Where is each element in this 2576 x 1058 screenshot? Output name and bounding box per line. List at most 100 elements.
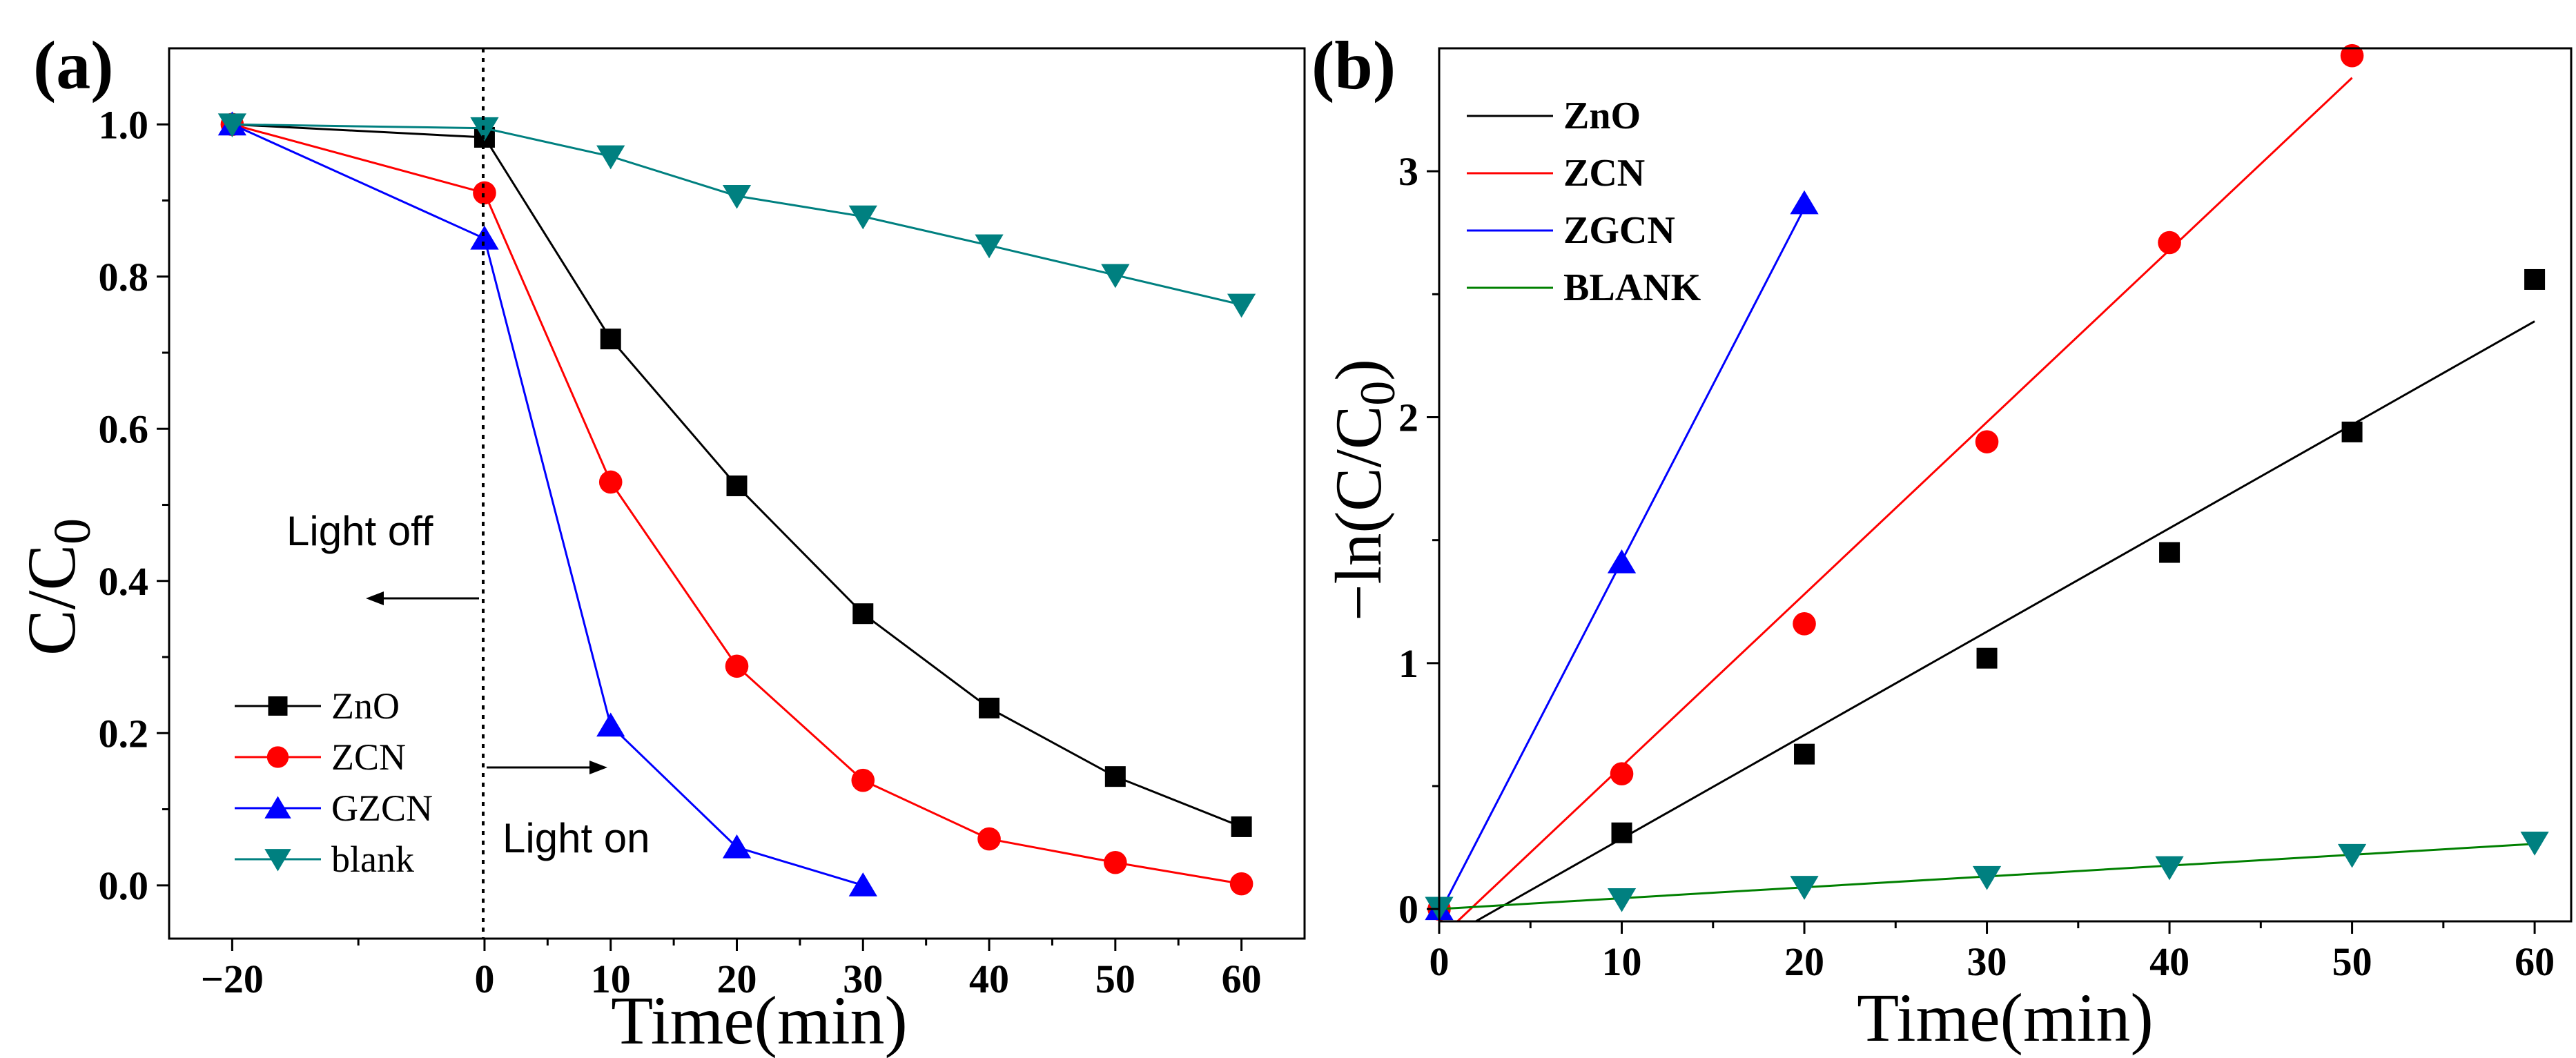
panel-a-label: (a): [33, 27, 114, 104]
x-tick-label: 0: [474, 957, 494, 1001]
series-zgcn-point: [1790, 190, 1819, 215]
series-blank-point: [1227, 293, 1256, 318]
series-blank-point: [1101, 264, 1130, 288]
legend-label: BLANK: [1563, 266, 1701, 309]
x-tick-label: 30: [1967, 939, 2007, 984]
series-zcn-point: [1229, 872, 1253, 896]
series-zno-point: [2524, 268, 2546, 290]
series-blank-point: [722, 184, 752, 209]
series-zcn-line: [231, 123, 1242, 885]
series-gzcn-point: [722, 834, 752, 859]
light-off-arrowhead: [366, 591, 384, 605]
panel-b-plot-frame: [1438, 47, 2573, 923]
series-blank-point: [2520, 832, 2549, 856]
light-on-arrowhead: [589, 761, 607, 774]
series-zno-point: [1976, 647, 1998, 669]
series-zcn-point: [473, 181, 496, 205]
x-tick-label: 30: [843, 957, 883, 1001]
series-zcn-point: [1975, 430, 1999, 453]
series-zcn-point: [1104, 850, 1127, 874]
series-zno-point: [2341, 421, 2363, 442]
series-blank-point: [2337, 843, 2367, 868]
y-tick-label: 1.0: [99, 102, 149, 147]
panel-a-ylabel: C/C0: [13, 518, 101, 656]
y-tick-label: 0.4: [99, 559, 149, 604]
light-on-label: Light on: [502, 815, 650, 861]
x-tick-label: 0: [1430, 939, 1450, 984]
series-zcn-point: [725, 654, 749, 678]
series-zcn-fit-line: [1456, 77, 2353, 923]
x-tick-label: 60: [2515, 939, 2555, 984]
y-tick-label: 0.8: [99, 255, 149, 300]
series-zno-fit-line: [1475, 320, 2535, 923]
y-tick-label: 1: [1398, 641, 1418, 686]
series-blank-point: [1790, 876, 1819, 900]
series-zcn-point: [2158, 231, 2181, 255]
y-tick-label: 3: [1398, 149, 1418, 194]
series-zcn-point: [2340, 43, 2364, 68]
x-tick-label: 20: [1784, 939, 1824, 984]
y-tick-label: 0.0: [99, 863, 149, 908]
series-zgcn-point: [1607, 549, 1637, 574]
legend-label: ZCN: [331, 736, 406, 778]
series-zno-point: [1794, 743, 1815, 765]
series-zno-point: [1611, 822, 1632, 843]
series-zno-point: [600, 329, 621, 350]
series-gzcn-point: [596, 712, 625, 737]
series-blank-line: [232, 123, 1242, 306]
series-blank-point: [1972, 865, 2002, 890]
series-blank-point: [848, 205, 877, 230]
legend-label: ZGCN: [1563, 209, 1675, 252]
x-tick-label: 50: [2332, 939, 2372, 984]
legend-label: ZCN: [1563, 152, 1645, 195]
series-blank-point: [217, 113, 247, 138]
y-tick-label: 0.6: [99, 406, 149, 451]
y-tick-label: 0.2: [99, 711, 149, 756]
series-zno-point: [1231, 816, 1252, 837]
x-tick-label: 50: [1095, 957, 1135, 1001]
x-tick-label: 40: [2149, 939, 2189, 984]
legend-label: GZCN: [331, 787, 433, 829]
y-tick-label: 2: [1398, 395, 1418, 440]
x-tick-label: 10: [1602, 939, 1642, 984]
series-zno-point: [979, 697, 1000, 718]
x-tick-label: 10: [591, 957, 631, 1001]
series-gzcn-point: [470, 225, 499, 250]
panel-b-chart: (b) 0 10 20 30 40 50 60 0 1 2 3 Time(min) −ln(C/C0…: [1311, 27, 2573, 1056]
y-tick-label: 0: [1398, 887, 1418, 932]
legend-label: ZnO: [1563, 95, 1641, 137]
light-annotations: Light off Light on: [286, 48, 650, 939]
x-tick-label: −20: [201, 957, 264, 1001]
legend-marker: [268, 696, 288, 716]
series-zno-point: [852, 603, 874, 625]
series-zcn-point: [851, 768, 875, 792]
series-blank-point: [596, 145, 625, 170]
legend-marker: [266, 746, 289, 768]
series-gzcn-point: [848, 872, 877, 897]
panel-b-xlabel: Time(min): [1857, 979, 2154, 1056]
panel-b-legend: ZnO ZCN ZGCN BLANK: [1467, 95, 1701, 309]
series-zcn-point: [1793, 612, 1816, 636]
panel-a-legend: ZnO ZCN GZCN blank: [235, 685, 433, 880]
panel-b-ylabel: −ln(C/C0): [1322, 359, 1405, 621]
series-blank-point: [975, 234, 1004, 259]
series-zno-point: [2159, 542, 2180, 563]
panel-a-chart: (a) −20 0 10 20 30 40 50 60 0.0 0.2 0.4 0.6 0.8 1.0 T…: [13, 27, 1306, 1058]
series-zno-point: [726, 475, 748, 496]
series-zno-point: [1104, 766, 1126, 787]
series-zcn-point: [977, 827, 1001, 851]
series-blank-point: [1607, 888, 1637, 912]
x-tick-label: 20: [717, 957, 757, 1001]
series-zcn-point: [598, 470, 623, 494]
x-tick-label: 60: [1222, 957, 1262, 1001]
series-zcn-point: [1610, 762, 1634, 785]
x-tick-label: 40: [969, 957, 1009, 1001]
panel-b-label: (b): [1311, 27, 1396, 104]
panel-a-xlabel: Time(min): [611, 982, 908, 1058]
legend-marker: [264, 849, 291, 872]
light-off-label: Light off: [286, 508, 433, 554]
series-blank-point: [2155, 856, 2184, 881]
legend-label: blank: [331, 839, 414, 880]
legend-marker: [264, 796, 291, 819]
